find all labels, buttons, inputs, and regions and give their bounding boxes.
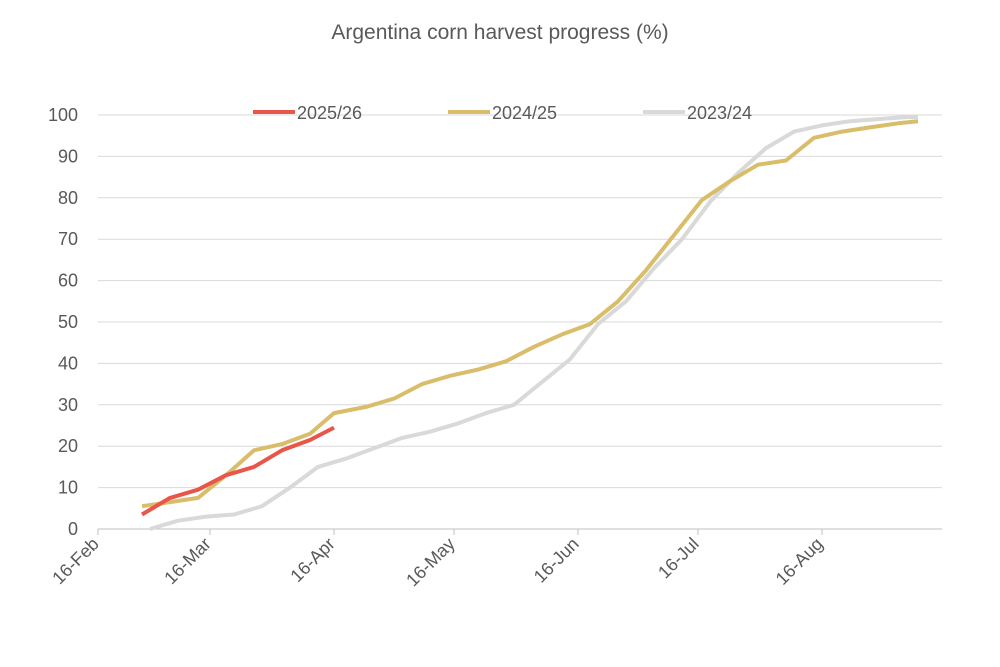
y-tick-label: 40 bbox=[58, 353, 78, 373]
x-tick-label: 16-Jul bbox=[654, 534, 703, 583]
y-tick-label: 90 bbox=[58, 146, 78, 166]
x-tick-label: 16-Aug bbox=[772, 534, 827, 589]
gridlines bbox=[98, 114, 942, 489]
y-axis: 0 10 20 30 40 50 60 70 80 90 100 bbox=[48, 105, 78, 539]
y-tick-label: 100 bbox=[48, 105, 78, 125]
x-axis: 16-Feb 16-Mar 16-Apr 16-May 16-Jun 16-Jul 16-A… bbox=[48, 528, 942, 591]
y-tick-label: 70 bbox=[58, 229, 78, 249]
x-tick-label: 16-Jun bbox=[530, 534, 583, 587]
series-lines bbox=[140, 115, 919, 531]
x-tick-label: 16-May bbox=[402, 534, 459, 591]
legend-label: 2025/26 bbox=[297, 103, 362, 123]
series-line-2024-25 bbox=[141, 119, 919, 509]
y-tick-label: 30 bbox=[58, 395, 78, 415]
x-tick-label: 16-Apr bbox=[286, 534, 338, 586]
y-tick-label: 80 bbox=[58, 188, 78, 208]
series-line-2023-24 bbox=[149, 115, 918, 531]
series-line-2025-26 bbox=[140, 425, 335, 517]
chart-title: Argentina corn harvest progress (%) bbox=[331, 21, 668, 44]
legend-label: 2023/24 bbox=[687, 103, 752, 123]
y-tick-label: 10 bbox=[58, 478, 78, 498]
y-tick-label: 0 bbox=[68, 519, 78, 539]
y-tick-label: 60 bbox=[58, 271, 78, 291]
legend: 2025/26 2024/25 2023/24 bbox=[253, 103, 752, 123]
x-tick-label: 16-Mar bbox=[160, 534, 214, 588]
legend-label: 2024/25 bbox=[492, 103, 557, 123]
x-tick-label: 16-Feb bbox=[48, 534, 102, 588]
y-tick-label: 50 bbox=[58, 312, 78, 332]
y-tick-label: 20 bbox=[58, 436, 78, 456]
